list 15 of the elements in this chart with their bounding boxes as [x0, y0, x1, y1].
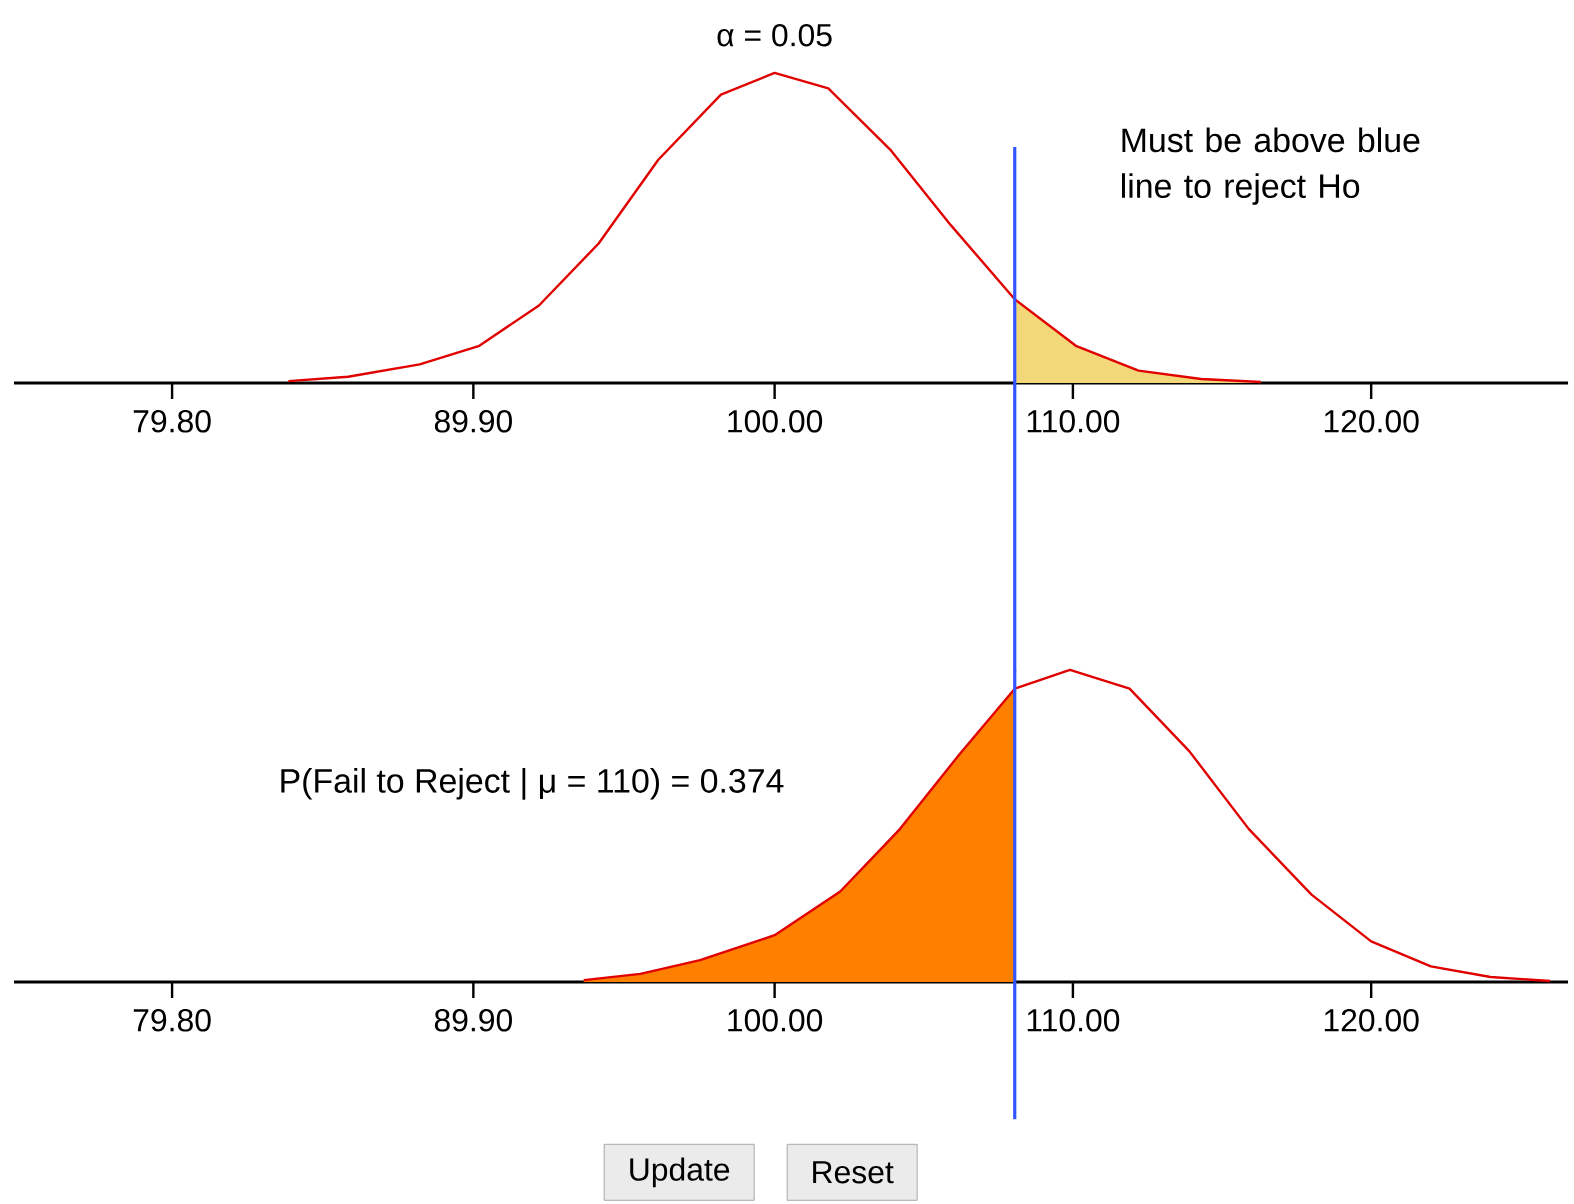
x-tick-label: 100.00	[728, 410, 823, 433]
text: Update	[630, 1157, 730, 1188]
annotation: Must be above blue line to reject Ho	[1122, 127, 1420, 205]
x-tick-label: 79.80	[133, 410, 211, 433]
annotation: P(Fail to Reject | μ = 110) = 0.374	[281, 768, 784, 800]
x-tick-label: 120.00	[1324, 410, 1419, 433]
x-tick-label: 100.00	[728, 1009, 823, 1032]
x-tick-label: 120.00	[1324, 1009, 1419, 1032]
x-tick-label: 79.80	[133, 1009, 211, 1032]
x-tick-label: 110.00	[1027, 1009, 1120, 1032]
chart-title: α = 0.05	[717, 23, 832, 47]
x-tick-label: 89.90	[434, 1009, 512, 1032]
x-tick-label: 89.90	[434, 410, 512, 433]
x-tick-label: 110.00	[1027, 410, 1120, 433]
text: Reset	[813, 1161, 894, 1184]
